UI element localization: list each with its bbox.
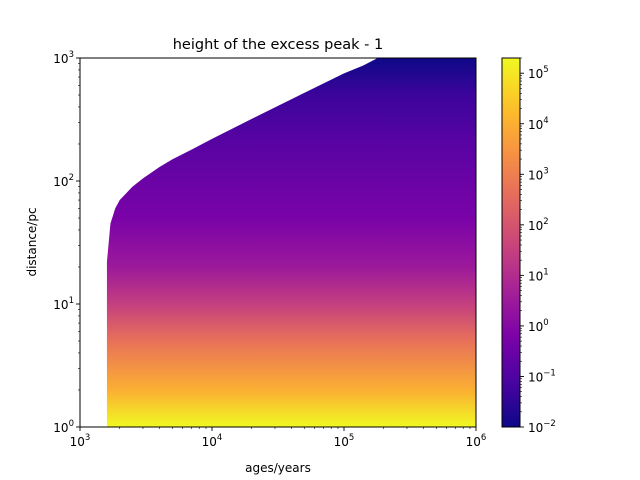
y-tick-label: 100 (53, 419, 74, 435)
x-axis-label: ages/years (245, 461, 311, 475)
colorbar-tick-label: 101 (528, 267, 549, 283)
colorbar: 10−2 10−1 100 101 102 103 104 105 (501, 57, 556, 435)
plot-area (79, 57, 477, 428)
chart-title: height of the excess peak - 1 (173, 37, 384, 53)
plot-frame (79, 57, 477, 428)
colorbar-tick-label: 10−2 (528, 419, 556, 435)
y-axis: 100 101 102 103 (53, 50, 80, 435)
colorbar-axis: 10−2 10−1 100 101 102 103 104 105 (520, 57, 556, 435)
colorbar-fill (502, 58, 520, 427)
x-tick-label: 103 (70, 433, 91, 449)
heatmap-region (106, 58, 476, 427)
colorbar-frame (501, 57, 521, 428)
x-tick-label: 106 (466, 433, 487, 449)
x-tick-label: 105 (334, 433, 355, 449)
colorbar-tick-label: 104 (528, 116, 549, 132)
x-axis: 103 104 105 106 (70, 427, 487, 449)
colorbar-tick-label: 102 (528, 217, 549, 233)
x-tick-label: 104 (202, 433, 223, 449)
y-tick-label: 102 (53, 173, 74, 189)
colorbar-tick-label: 10−1 (528, 368, 556, 384)
y-axis-label: distance/pc (25, 207, 39, 276)
colorbar-tick-label: 100 (528, 318, 549, 334)
y-tick-label: 103 (53, 50, 74, 66)
colorbar-tick-label: 105 (528, 65, 549, 81)
y-tick-label: 101 (53, 296, 74, 312)
colorbar-tick-label: 103 (528, 166, 549, 182)
